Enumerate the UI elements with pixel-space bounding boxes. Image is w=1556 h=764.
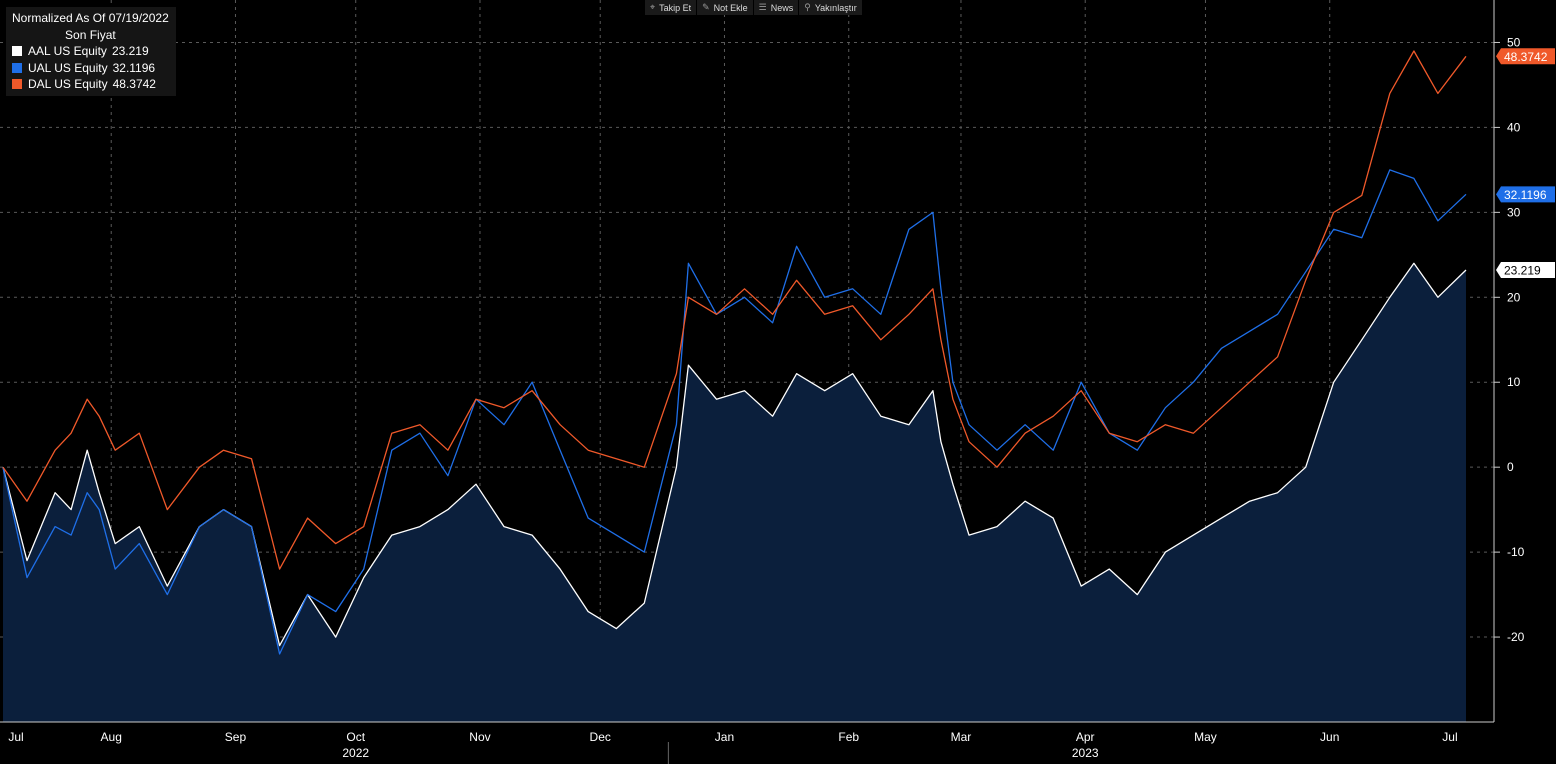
y-tick-label: 0 <box>1507 460 1514 474</box>
crosshair-icon: ⌖ <box>650 2 656 12</box>
legend-name-dal: DAL US Equity <box>28 77 108 91</box>
last-value-tag-text: 32.1196 <box>1504 188 1547 202</box>
news-button[interactable]: ☰ News <box>754 0 800 15</box>
legend-name-aal: AAL US Equity <box>28 44 107 58</box>
y-tick-label: -20 <box>1507 630 1525 644</box>
legend-swatch-aal <box>12 46 22 57</box>
fill-layer <box>3 263 1466 722</box>
last-value-tag-ual: 32.1196 <box>1496 186 1555 203</box>
year-label: 2023 <box>1072 746 1099 760</box>
y-tick-label: 50 <box>1507 35 1521 49</box>
grid-layer <box>0 0 1494 722</box>
label-layer: Jul Aug Sep Oct Nov Dec Jan Feb Mar Apr May Jun Jul 5… <box>8 35 1555 760</box>
year-label: 2022 <box>342 746 369 760</box>
legend-entry-dal[interactable]: DAL US Equity 48.3742 <box>12 76 169 93</box>
chart-toolbar: ⌖ Takip Et ✎ Not Ekle ☰ News ⚲ Yakınlaşt… <box>645 0 863 15</box>
last-value-tag-aal: 23.219 <box>1496 261 1555 278</box>
legend-title: Normalized As Of 07/19/2022 <box>12 11 169 25</box>
series-area-aal <box>3 263 1466 722</box>
y-tick-label: 30 <box>1507 205 1521 219</box>
legend-swatch-dal <box>12 79 22 90</box>
zoom-label: Yakınlaştır <box>814 2 857 13</box>
last-value-tag-bg <box>1496 48 1555 65</box>
follow-label: Takip Et <box>659 2 692 13</box>
x-tick-label: Jun <box>1320 730 1339 744</box>
x-tick-label: Mar <box>951 730 972 744</box>
x-tick-label: Jul <box>1442 730 1457 744</box>
y-tick-label: -10 <box>1507 545 1525 559</box>
x-tick-label: Aug <box>101 730 122 744</box>
legend-value-dal: 48.3742 <box>112 77 156 91</box>
x-tick-label: Dec <box>590 730 611 744</box>
legend-value-ual: 32.1196 <box>112 60 156 75</box>
legend-subtitle: Son Fiyat <box>65 27 116 42</box>
legend-entry-ual[interactable]: UAL US Equity 32.1196 <box>12 60 169 77</box>
series-line-dal <box>2 50 1467 570</box>
chart-legend: Normalized As Of 07/19/2022 Son Fiyat AA… <box>6 7 176 96</box>
x-tick-label: Jul <box>8 730 23 744</box>
magnifier-icon: ⚲ <box>804 2 811 12</box>
last-value-tag-dal: 48.3742 <box>1496 48 1555 65</box>
x-tick-label: Sep <box>225 730 247 744</box>
legend-value-aal: 23.219 <box>111 44 149 58</box>
x-tick-label: Feb <box>838 730 859 744</box>
last-value-tag-text: 23.219 <box>1504 263 1541 277</box>
last-value-tag-bg <box>1496 186 1555 203</box>
x-tick-label: Nov <box>469 730 490 744</box>
y-tick-label: 20 <box>1507 290 1521 304</box>
add-note-label: Not Ekle <box>713 2 748 13</box>
x-tick-label: Jan <box>715 730 734 744</box>
legend-swatch-ual <box>12 62 22 73</box>
add-note-button[interactable]: ✎ Not Ekle <box>697 0 754 15</box>
follow-button[interactable]: ⌖ Takip Et <box>645 0 698 15</box>
axis-layer <box>0 0 1500 764</box>
news-icon: ☰ <box>758 2 767 12</box>
x-tick-label: Apr <box>1076 730 1095 744</box>
pencil-icon: ✎ <box>702 2 710 12</box>
zoom-button[interactable]: ⚲ Yakınlaştır <box>799 0 863 15</box>
news-label: News <box>770 2 794 13</box>
legend-name-ual: UAL US Equity <box>28 60 108 75</box>
series-line-ual <box>2 169 1467 655</box>
x-tick-label: Oct <box>346 730 365 744</box>
x-tick-label: May <box>1194 730 1217 744</box>
last-value-tag-text: 48.3742 <box>1504 50 1548 64</box>
y-tick-label: 40 <box>1507 120 1521 134</box>
legend-entry-aal[interactable]: AAL US Equity 23.219 <box>12 43 169 60</box>
y-tick-label: 10 <box>1507 375 1521 389</box>
last-value-tag-bg <box>1496 261 1555 278</box>
line-layer <box>2 50 1467 655</box>
